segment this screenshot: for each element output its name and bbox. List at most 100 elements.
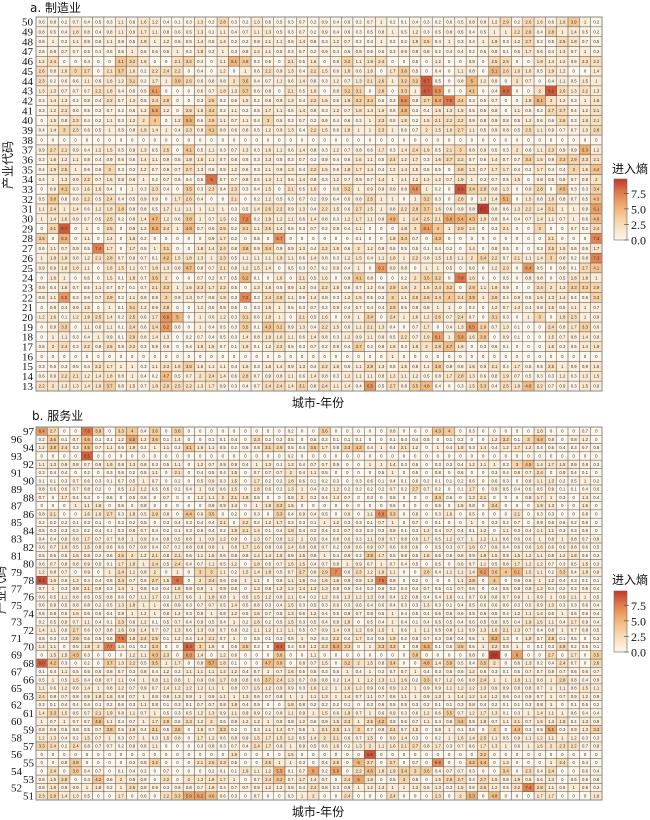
cell-value-label: 0.4 [514,487,521,492]
cell-value-label: 0.9 [390,187,397,192]
cell-value-label: 1.7 [356,167,363,172]
cell-value-label: 0.8 [265,88,272,93]
cell-value-label: 0.5 [559,275,566,280]
cell-value-label: 4.8 [525,384,532,389]
cell-value-label: 0.8 [446,29,453,34]
cell-value-label: 1.3 [378,364,385,369]
cell-value-label: 1.2 [559,98,566,103]
cell-value-label: 3.6 [152,429,159,434]
cell-value-label: 0.1 [356,236,363,241]
cell-value-label: 0.3 [231,384,238,389]
cell-value-label: 0.7 [548,384,555,389]
cell-value-label: 1.3 [231,88,238,93]
cell-value-label: 0.9 [571,462,578,467]
cell-value-label: 0.5 [141,520,148,525]
cell-value-label: 0.5 [254,236,261,241]
cell-value-label: 1.5 [514,177,521,182]
cell-value-label: 1.4 [276,226,283,231]
cell-value-label: 1.6 [95,512,102,517]
cell-value-label: 0.8 [141,206,148,211]
cell-value-label: 1.5 [333,325,340,330]
cell-value-label: 1.8 [401,118,408,123]
cell-value-label: 0.5 [254,128,261,133]
cell-value-label: 0.2 [129,520,136,525]
cell-value-label: 0.4 [186,177,193,182]
cell-value-label: 0.1 [95,520,102,525]
cell-value-label: 1.2 [559,374,566,379]
cell-value-label: 0.6 [61,487,68,492]
cell-value-label: 0.5 [242,157,249,162]
legend-tick-label: 5.0 [631,202,646,216]
cell-value-label: 0.8 [333,445,340,450]
cell-value-label: 0.8 [163,512,170,517]
cell-value-label: 0.2 [231,445,238,450]
cell-value-label: 1.4 [288,384,295,389]
cell-value-label: 3.9 [95,429,102,434]
cell-value-label: 0.9 [378,334,385,339]
cell-value-label: 1.5 [559,462,566,467]
cell-value-label: 1.4 [310,334,317,339]
cell-value-label: 1.5 [582,78,589,83]
cell-value-label: 0.4 [435,384,442,389]
cell-value-label: 2.1 [593,118,600,123]
cell-value-label: 3.3 [344,445,351,450]
cell-value-label: 1.4 [299,78,306,83]
cell-value-label: 2.5 [129,315,136,320]
cell-value-label: 2.8 [480,187,487,192]
cell-value-label: 1.2 [129,487,136,492]
cell-value-label: 0.8 [333,187,340,192]
legend-colorbar [614,179,627,240]
cell-value-label: 0.8 [118,374,125,379]
cell-value-label: 1.1 [242,118,249,123]
cell-value-label: 1.5 [175,256,182,261]
cell-value-label: 0.5 [525,364,532,369]
cell-value-label: 0.8 [435,374,442,379]
cell-value-label: 1.8 [50,256,57,261]
cell-value-label: 1.4 [95,374,102,379]
cell-value-label: 0.9 [197,512,204,517]
cell-value-label: 0.2 [254,197,261,202]
cell-value-label: 0.7 [118,285,125,290]
cell-value-label: 1.8 [254,487,261,492]
cell-value-label: 3.5 [412,384,419,389]
cell-value-label: 1.2 [525,118,532,123]
cell-value-label: 0.2 [514,19,521,24]
panel-b-y-axis-title: 产业代码 [0,566,8,614]
cell-value-label: 1.4 [299,147,306,152]
cell-value-label: 1.5 [322,167,329,172]
cell-value-label: 0.5 [525,295,532,300]
cell-value-label: 1.8 [220,88,227,93]
cell-value-label: 2.9 [571,157,578,162]
cell-value-label: 0.4 [491,384,498,389]
cell-value-label: 1.4 [242,334,249,339]
cell-value-label: 0.3 [231,334,238,339]
cell-value-label: 2.2 [401,206,408,211]
cell-value-label: 0.5 [435,167,442,172]
cell-value-label: 1.6 [50,157,57,162]
cell-value-label: 9.7 [480,206,487,211]
cell-value-label: 0.8 [50,305,57,310]
cell-value-label: 1.1 [50,246,57,251]
cell-value-label: 2.1 [95,256,102,261]
cell-value-label: 0.6 [197,78,204,83]
cell-value-label: 0.6 [344,19,351,24]
cell-value-label: 1.1 [73,157,80,162]
cell-value-label: 0.8 [378,29,385,34]
cell-value-label: 0.7 [265,470,272,475]
cell-value-label: 0.7 [310,305,317,310]
cell-value-label: 1.4 [582,344,589,349]
cell-value-label: 1.4 [491,157,498,162]
cell-value-label: 1.9 [265,216,272,221]
cell-value-label: 1.1 [152,157,159,162]
cell-value-label: 0.8 [503,128,510,133]
cell-value-label: 0.2 [186,49,193,54]
cell-value-label: 0.2 [208,19,215,24]
cell-value-label: 1.9 [559,19,566,24]
cell-value-label: 1.4 [310,295,317,300]
cell-value-label: 0.4 [412,437,419,442]
cell-value-label: 2.9 [390,305,397,310]
cell-value-label: 0.6 [458,470,465,475]
cell-value-label: 1.2 [152,19,159,24]
cell-value-label: 0.5 [84,285,91,290]
cell-value-label: 0.5 [514,118,521,123]
